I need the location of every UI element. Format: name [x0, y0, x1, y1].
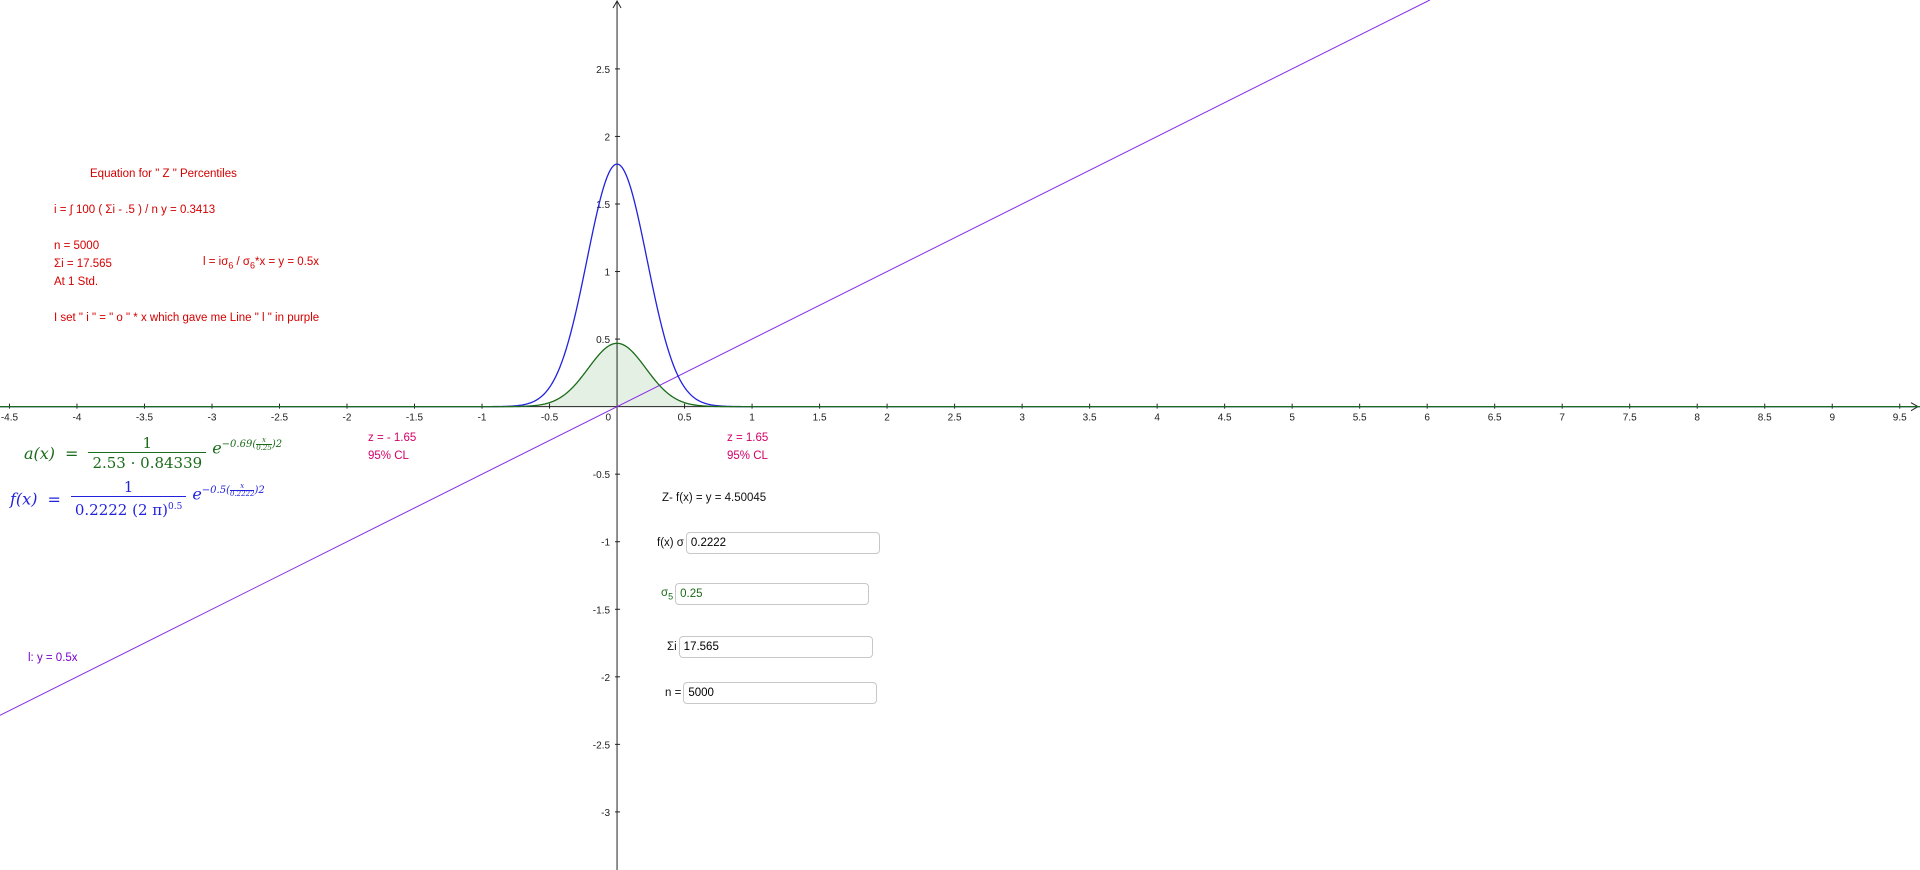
x-tick-label: 4.5	[1218, 413, 1232, 424]
sum-i-input[interactable]	[678, 636, 873, 658]
x-tick-label: -1	[478, 413, 487, 424]
y-tick-label: -1	[601, 538, 610, 549]
x-tick-label: 9	[1829, 413, 1835, 424]
x-tick-label: 4	[1154, 413, 1160, 424]
x-tick-label: -2.5	[271, 413, 289, 424]
x-tick-label: -3	[208, 413, 217, 424]
line-equation-note: l = iσ6 / σ6*x = y = 0.5x	[203, 256, 319, 271]
formula-f: f(x) = 1 0.2222 (2 π)0.5 e−0.5(x 0.2222)2	[10, 478, 265, 519]
x-tick-label: 7	[1559, 413, 1565, 424]
sigma-5-row: σ5	[661, 583, 870, 605]
explanation-note: I set " i " = " o " * x which gave me Li…	[54, 312, 320, 324]
std-note: At 1 Std.	[54, 276, 99, 288]
notes-title: Equation for " Z " Percentiles	[90, 168, 237, 180]
sigma-f-label: f(x) σ	[657, 537, 684, 549]
x-tick-label: 8	[1694, 413, 1700, 424]
y-axis: -3 -2.5 -2 -1.5 -1 -0.5 0.5 1 1.5 2 2.5	[593, 0, 622, 870]
n-note: n = 5000	[54, 240, 100, 252]
x-tick-label: 3.5	[1083, 413, 1097, 424]
y-tick-label: -1.5	[593, 605, 611, 616]
neg-cl-label: 95% CL	[368, 450, 409, 462]
sigma-f-input[interactable]	[685, 532, 880, 554]
y-tick-label: -2.5	[593, 740, 611, 751]
y-tick-label: 2	[604, 132, 610, 143]
x-tick-label: 1.5	[813, 413, 827, 424]
x-tick-label: 0.5	[678, 413, 692, 424]
y-tick-label: -2	[601, 673, 610, 684]
x-tick-label: 3	[1019, 413, 1025, 424]
x-tick-label: -1.5	[406, 413, 424, 424]
n-label: n =	[665, 687, 682, 699]
sum-i-note: Σi = 17.565	[54, 258, 112, 270]
x-tick-label: 7.5	[1623, 413, 1637, 424]
x-tick-label: 6.5	[1488, 413, 1502, 424]
y-tick-label: 0.5	[596, 335, 610, 346]
x-tick-label: -4.5	[1, 413, 19, 424]
n-input[interactable]	[683, 682, 878, 704]
n-row: n =	[665, 682, 878, 704]
curve-f[interactable]	[0, 163, 1920, 408]
x-tick-label: 9.5	[1893, 413, 1907, 424]
x-tick-label: 2.5	[948, 413, 962, 424]
sum-i-row: Σi	[667, 636, 873, 658]
x-tick-label: 0	[605, 413, 611, 424]
sigma-5-input[interactable]	[675, 583, 870, 605]
y-tick-label: 1.5	[596, 200, 610, 211]
sigma-5-label: σ5	[661, 586, 674, 602]
y-tick-label: -3	[601, 808, 610, 819]
sum-i-label: Σi	[667, 641, 677, 653]
formula-f-lhs: f(x)	[10, 489, 38, 509]
integral-note: i = ∫ 100 ( Σi - .5 ) / n y = 0.3413	[54, 204, 216, 216]
x-tick-label: -2	[343, 413, 352, 424]
x-tick-label: 5.5	[1353, 413, 1367, 424]
pos-z-label: z = 1.65	[727, 432, 769, 444]
x-tick-label: -4	[73, 413, 82, 424]
sigma-f-row: f(x) σ	[657, 532, 880, 554]
formula-a: a(x) = 1 2.53 · 0.84339 e−0.69(x 0.25)2	[24, 434, 283, 472]
x-tick-label: -0.5	[541, 413, 559, 424]
x-tick-label: 5	[1289, 413, 1295, 424]
x-tick-label: 2	[884, 413, 890, 424]
line-l-label: l: y = 0.5x	[28, 652, 78, 664]
y-tick-label: 2.5	[596, 65, 610, 76]
y-tick-label: 1	[604, 268, 610, 279]
x-tick-label: -3.5	[136, 413, 154, 424]
pos-cl-label: 95% CL	[727, 450, 768, 462]
x-tick-label: 6	[1424, 413, 1430, 424]
x-tick-label: 8.5	[1758, 413, 1772, 424]
y-tick-label: -0.5	[593, 470, 611, 481]
x-tick-label: 1	[749, 413, 755, 424]
x-axis: -4.5 -4 -3.5 -3 -2.5 -2 -1.5 -1 -0.5 0 0.5 1 1.5 2 2.5…	[0, 402, 1920, 424]
curve-a[interactable]	[0, 342, 1920, 408]
formula-a-lhs: a(x)	[24, 444, 56, 463]
z-result-text: Z- f(x) = y = 4.50045	[662, 492, 767, 504]
line-l[interactable]	[0, 0, 1431, 716]
neg-z-label: z = - 1.65	[368, 432, 417, 444]
